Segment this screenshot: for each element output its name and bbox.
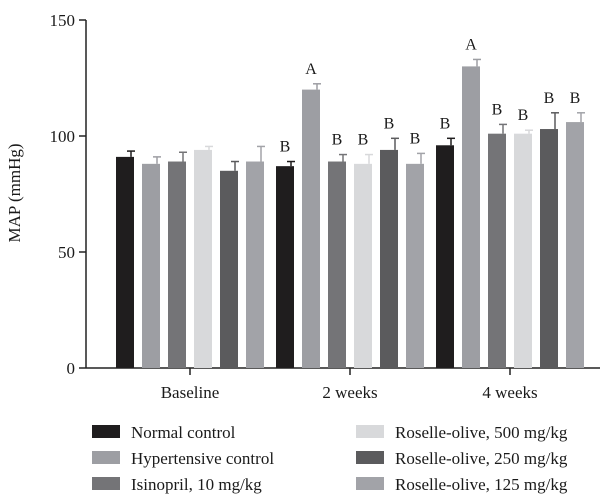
legend-swatch: [356, 477, 384, 490]
significance-label: B: [544, 90, 555, 107]
y-tick-label: 150: [50, 11, 76, 30]
y-tick-label: 0: [67, 359, 76, 378]
bar: [194, 149, 212, 368]
bar: [302, 89, 320, 368]
bar: [142, 163, 160, 368]
x-category-label: 2 weeks: [322, 383, 377, 402]
significance-label: B: [358, 132, 369, 149]
bar: [276, 166, 294, 368]
bar: [436, 145, 454, 368]
legend-swatch: [92, 477, 120, 490]
bar: [328, 161, 346, 368]
axes: 0 50 100 150 Baseline 2 weeks 4 weeks: [50, 11, 600, 402]
x-category-label: Baseline: [161, 383, 220, 402]
bar: [406, 163, 424, 368]
legend-label: Hypertensive control: [131, 449, 274, 468]
significance-label: B: [518, 107, 529, 124]
y-tick-label: 50: [58, 243, 75, 262]
bar: [514, 133, 532, 368]
legend-label: Isinopril, 10 mg/kg: [131, 475, 262, 494]
significance-label: B: [384, 115, 395, 132]
legend-label: Roselle-olive, 125 mg/kg: [395, 475, 568, 494]
significance-label: B: [492, 101, 503, 118]
bar: [462, 66, 480, 369]
legend-label: Roselle-olive, 500 mg/kg: [395, 423, 568, 442]
bar: [220, 170, 238, 368]
significance-label: B: [280, 139, 291, 156]
significance-label: B: [410, 130, 421, 147]
bar: [540, 129, 558, 368]
bar: [566, 122, 584, 368]
bar: [168, 161, 186, 368]
legend-swatch: [92, 425, 120, 438]
bar: [380, 149, 398, 368]
bar: [116, 156, 134, 368]
significance-label: B: [440, 115, 451, 132]
x-category-label: 4 weeks: [482, 383, 537, 402]
bar: [488, 133, 506, 368]
significance-label: B: [570, 90, 581, 107]
legend-swatch: [92, 451, 120, 464]
y-axis-title: MAP (mmHg): [5, 143, 24, 242]
legend: Normal control Hypertensive control Isinop…: [92, 423, 568, 494]
legend-swatch: [356, 451, 384, 464]
legend-label: Roselle-olive, 250 mg/kg: [395, 449, 568, 468]
bar: [246, 161, 264, 368]
bar: [354, 163, 372, 368]
significance-label: A: [465, 36, 477, 53]
significance-label: A: [305, 61, 317, 78]
legend-swatch: [356, 425, 384, 438]
significance-label: B: [332, 132, 343, 149]
y-tick-label: 100: [50, 127, 76, 146]
legend-label: Normal control: [131, 423, 236, 442]
